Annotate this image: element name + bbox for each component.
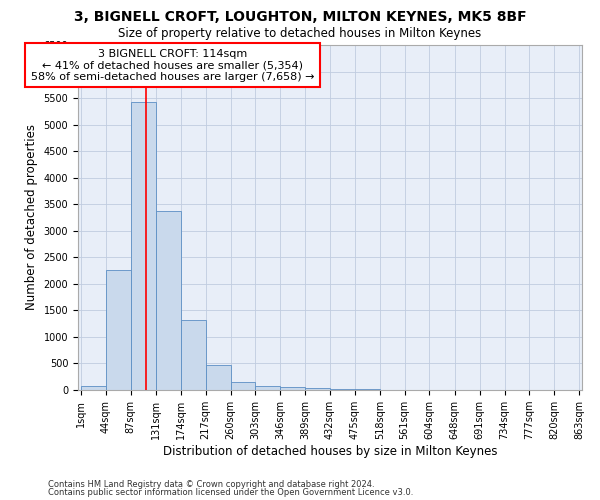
Text: 3 BIGNELL CROFT: 114sqm
← 41% of detached houses are smaller (5,354)
58% of semi: 3 BIGNELL CROFT: 114sqm ← 41% of detache… xyxy=(31,48,314,82)
Bar xyxy=(305,388,330,390)
Bar xyxy=(280,388,305,390)
Text: Contains HM Land Registry data © Crown copyright and database right 2024.: Contains HM Land Registry data © Crown c… xyxy=(48,480,374,489)
Bar xyxy=(156,210,181,390)
X-axis label: Distribution of detached houses by size in Milton Keynes: Distribution of detached houses by size … xyxy=(163,445,497,458)
Bar xyxy=(181,320,206,390)
Text: Size of property relative to detached houses in Milton Keynes: Size of property relative to detached ho… xyxy=(118,28,482,40)
Bar xyxy=(330,389,355,390)
Bar xyxy=(230,382,256,390)
Bar xyxy=(131,102,156,390)
Bar xyxy=(106,270,131,390)
Text: Contains public sector information licensed under the Open Government Licence v3: Contains public sector information licen… xyxy=(48,488,413,497)
Bar xyxy=(81,386,106,390)
Y-axis label: Number of detached properties: Number of detached properties xyxy=(25,124,38,310)
Bar xyxy=(256,386,280,390)
Text: 3, BIGNELL CROFT, LOUGHTON, MILTON KEYNES, MK5 8BF: 3, BIGNELL CROFT, LOUGHTON, MILTON KEYNE… xyxy=(74,10,526,24)
Bar xyxy=(206,364,230,390)
